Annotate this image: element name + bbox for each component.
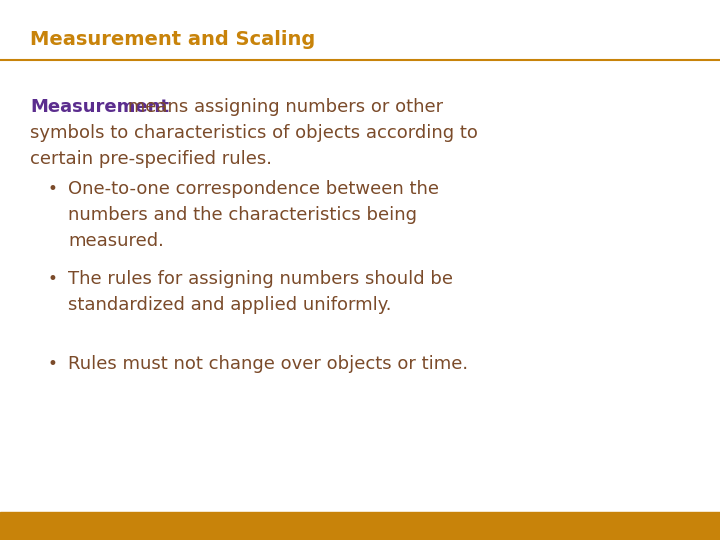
Text: standardized and applied uniformly.: standardized and applied uniformly. (68, 296, 392, 314)
Text: •: • (47, 180, 57, 198)
Text: measured.: measured. (68, 232, 164, 250)
Text: numbers and the characteristics being: numbers and the characteristics being (68, 206, 417, 224)
Text: •: • (47, 355, 57, 373)
Text: certain pre-specified rules.: certain pre-specified rules. (30, 150, 272, 168)
Text: Copyright © 2010 Pearson Education, Inc.: Copyright © 2010 Pearson Education, Inc. (22, 521, 257, 531)
Bar (0, 512, 720, 540)
Text: Measurement: Measurement (30, 98, 169, 116)
Text: Measurement and Scaling: Measurement and Scaling (30, 30, 315, 49)
Text: symbols to characteristics of objects according to: symbols to characteristics of objects ac… (30, 124, 478, 142)
Text: •: • (47, 270, 57, 288)
Text: The rules for assigning numbers should be: The rules for assigning numbers should b… (68, 270, 453, 288)
Text: 8-5: 8-5 (678, 519, 698, 532)
Text: Rules must not change over objects or time.: Rules must not change over objects or ti… (68, 355, 468, 373)
Text: means assigning numbers or other: means assigning numbers or other (122, 98, 443, 116)
Text: One-to-one correspondence between the: One-to-one correspondence between the (68, 180, 439, 198)
